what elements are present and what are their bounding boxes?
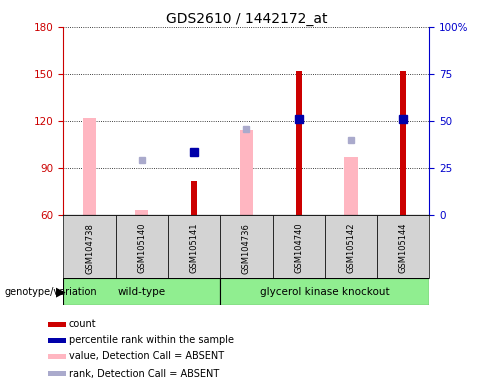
Bar (48, 322, 66, 327)
Bar (400, 71, 407, 215)
Bar (63, 215, 116, 278)
Text: genotype/variation: genotype/variation (5, 287, 98, 297)
Text: glycerol kinase knockout: glycerol kinase knockout (260, 287, 390, 297)
Bar (135, 210, 148, 215)
Text: ▶: ▶ (56, 285, 66, 298)
Text: percentile rank within the sample: percentile rank within the sample (69, 335, 234, 345)
Bar (168, 215, 220, 278)
Text: GSM104740: GSM104740 (294, 223, 303, 273)
Bar (48, 371, 66, 376)
Text: GSM105144: GSM105144 (399, 223, 408, 273)
Text: GSM105140: GSM105140 (137, 223, 146, 273)
Text: GSM105142: GSM105142 (346, 223, 356, 273)
Text: GSM104738: GSM104738 (85, 223, 94, 273)
Text: GSM104736: GSM104736 (242, 223, 251, 273)
Bar (220, 278, 429, 305)
Bar (220, 215, 273, 278)
Text: wild-type: wild-type (118, 287, 166, 297)
Text: value, Detection Call = ABSENT: value, Detection Call = ABSENT (69, 351, 224, 361)
Bar (296, 71, 302, 215)
Bar (325, 215, 377, 278)
Bar (48, 338, 66, 343)
Bar (240, 131, 253, 215)
Text: rank, Detection Call = ABSENT: rank, Detection Call = ABSENT (69, 369, 219, 379)
Bar (345, 157, 358, 215)
Bar (63, 278, 220, 305)
Bar (48, 354, 66, 359)
Bar (377, 215, 429, 278)
Bar (83, 118, 96, 215)
Text: count: count (69, 319, 96, 329)
Bar (273, 215, 325, 278)
Text: GSM105141: GSM105141 (190, 223, 199, 273)
Bar (191, 180, 197, 215)
Title: GDS2610 / 1442172_at: GDS2610 / 1442172_at (166, 12, 327, 26)
Bar (116, 215, 168, 278)
